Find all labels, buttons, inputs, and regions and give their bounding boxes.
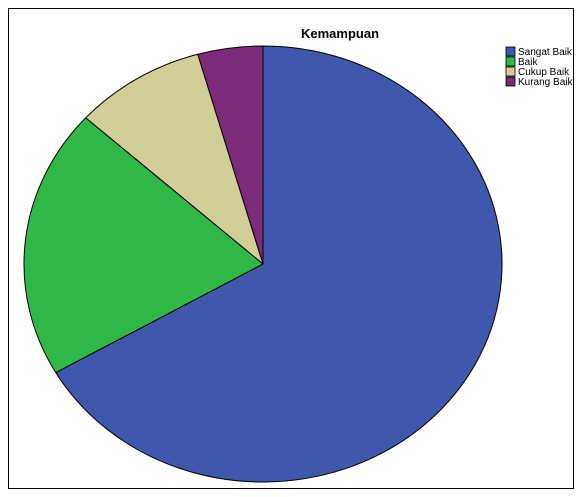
chart-title: Kemampuan (301, 26, 379, 41)
pie-slice-sangat-baik (55, 45, 503, 483)
legend-swatch (505, 66, 516, 77)
legend-swatch (505, 46, 516, 57)
legend-label: Sangat Baik (518, 47, 573, 58)
legend-swatch (505, 76, 516, 87)
pie-slices (23, 45, 503, 483)
legend-label: Kurang Baik (518, 77, 573, 88)
pie-slice-baik (23, 117, 264, 374)
legend-swatch (505, 56, 516, 67)
pie-slice-cukup-baik (85, 53, 264, 265)
legend-label: Cukup Baik (518, 67, 570, 78)
pie-slice-kurang-baik (197, 45, 264, 265)
legend-label: Baik (518, 57, 538, 68)
